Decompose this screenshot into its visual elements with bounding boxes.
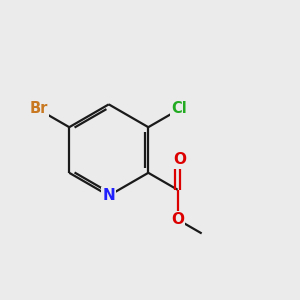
Text: O: O bbox=[171, 212, 184, 227]
Text: O: O bbox=[173, 152, 187, 167]
Text: Cl: Cl bbox=[171, 101, 187, 116]
Text: Br: Br bbox=[29, 101, 48, 116]
Text: N: N bbox=[102, 188, 115, 203]
